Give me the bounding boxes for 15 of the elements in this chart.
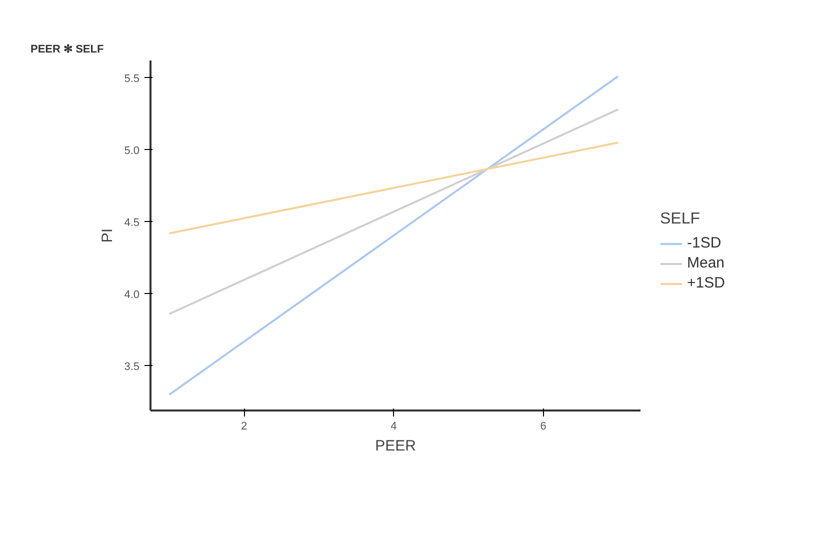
x-axis-title: PEER <box>375 438 416 454</box>
legend-label: -1SD <box>687 234 722 252</box>
y-tick-label: 3.5 <box>124 360 140 373</box>
chart-title: PEER ✻ SELF <box>30 44 104 56</box>
legend-label: Mean <box>687 254 725 272</box>
x-tick-label: 2 <box>240 420 248 432</box>
y-axis-title: PI <box>99 228 116 243</box>
y-tick-label: 5.5 <box>124 72 140 85</box>
y-tick-label: 4.0 <box>124 288 140 301</box>
y-tick-label: 4.5 <box>124 216 140 229</box>
y-tick-label: 5.0 <box>124 144 140 157</box>
x-tick-label: 6 <box>540 420 546 432</box>
legend-title: SELF <box>660 210 702 228</box>
legend-label: +1SD <box>687 274 725 292</box>
x-tick-label: 4 <box>390 420 397 432</box>
